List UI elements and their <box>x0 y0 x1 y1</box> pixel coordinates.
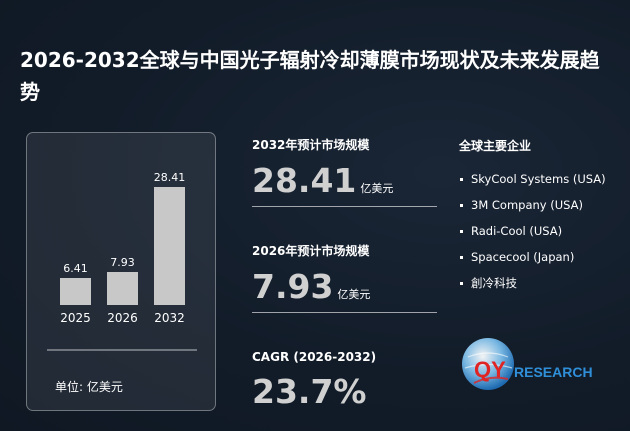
metric-2032: 2032年预计市场规模 28.41 亿美元 <box>252 136 437 207</box>
data-label-2026: 7.93 <box>110 256 135 269</box>
bar-2032 <box>154 187 185 305</box>
metric-cagr: CAGR (2026-2032) 23.7% <box>252 350 437 411</box>
globe-icon <box>462 338 514 390</box>
company-item: 3M Company (USA) <box>459 197 624 214</box>
company-item: SkyCool Systems (USA) <box>459 171 624 188</box>
companies-panel: 全球主要企业 SkyCool Systems (USA) 3M Company … <box>459 137 624 301</box>
chart-card: 6.41 2025 7.93 2026 28.41 2032 单位: 亿美元 <box>26 132 216 411</box>
company-item: Spacecool (Japan) <box>459 249 624 266</box>
data-label-2025: 6.41 <box>63 262 88 275</box>
metric-2032-unit: 亿美元 <box>360 182 394 195</box>
bar-chart: 6.41 2025 7.93 2026 28.41 2032 <box>47 171 197 351</box>
logo-text-research: RESEARCH <box>514 364 593 380</box>
metric-2026: 2026年预计市场规模 7.93 亿美元 <box>252 242 437 313</box>
companies-list: SkyCool Systems (USA) 3M Company (USA) R… <box>459 171 624 292</box>
metric-cagr-label: CAGR (2026-2032) <box>252 350 377 364</box>
logo-text-q: QY <box>474 357 506 382</box>
companies-heading: 全球主要企业 <box>459 139 532 153</box>
bar-2026 <box>107 272 138 305</box>
metric-2026-unit: 亿美元 <box>337 288 371 301</box>
tick-label-2026: 2026 <box>107 311 138 325</box>
metric-2026-value: 7.93 <box>252 267 334 306</box>
qyresearch-logo: QY RESEARCH <box>462 338 593 390</box>
company-item: 創冷科技 <box>459 275 624 292</box>
data-label-2032: 28.41 <box>154 171 186 184</box>
divider <box>252 206 437 207</box>
unit-label: 单位: 亿美元 <box>55 380 123 394</box>
metric-2032-label: 2032年预计市场规模 <box>252 138 370 152</box>
divider <box>252 312 437 313</box>
bar-2025 <box>60 278 91 305</box>
company-item: Radi-Cool (USA) <box>459 223 624 240</box>
tick-label-2032: 2032 <box>154 311 185 325</box>
metric-2032-value: 28.41 <box>252 161 357 200</box>
metric-2026-label: 2026年预计市场规模 <box>252 244 370 258</box>
metric-cagr-value: 23.7% <box>252 372 367 411</box>
tick-label-2025: 2025 <box>60 311 91 325</box>
page-title: 2026-2032全球与中国光子辐射冷却薄膜市场现状及未来发展趋势 <box>20 48 600 104</box>
